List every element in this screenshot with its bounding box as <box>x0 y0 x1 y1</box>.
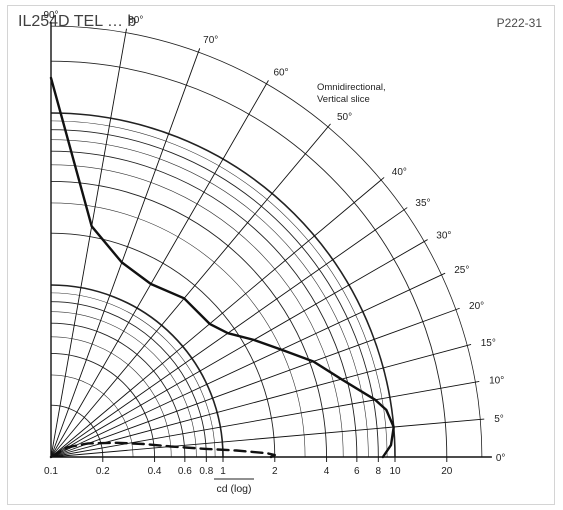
angle-label: 50° <box>337 112 352 123</box>
angle-label: 70° <box>203 35 218 46</box>
x-tick-label: 1 <box>220 466 226 477</box>
angle-label: 0° <box>496 453 506 464</box>
plot-grid <box>50 22 492 462</box>
chart-annotation: Omnidirectional, <box>317 82 386 93</box>
angle-spoke <box>50 80 269 458</box>
x-tick-label: 2 <box>272 466 278 477</box>
plot-curves <box>49 76 395 459</box>
grid-arc <box>50 150 358 458</box>
minor-arc <box>50 202 306 458</box>
x-tick-label: 0.4 <box>148 466 162 477</box>
solid-curve <box>49 76 395 459</box>
angle-label: 25° <box>454 265 469 276</box>
chart-annotation: Vertical slice <box>317 94 370 105</box>
minor-arc <box>50 164 344 458</box>
grid-arc <box>50 404 104 458</box>
grid-arc <box>50 129 379 458</box>
minor-arc <box>50 374 134 458</box>
angle-label: 15° <box>481 338 496 349</box>
dashed-curve <box>49 441 276 459</box>
angle-spoke <box>50 239 428 458</box>
angle-spoke <box>50 418 485 458</box>
minor-arc <box>50 120 388 458</box>
angle-spoke <box>50 344 472 458</box>
minor-arc <box>50 292 216 458</box>
grid-arc <box>50 322 186 458</box>
angle-label: 5° <box>494 414 504 425</box>
angle-label: 40° <box>392 167 407 178</box>
x-axis-label: cd (log) <box>216 483 251 495</box>
angle-label: 30° <box>436 231 451 242</box>
angle-spoke <box>50 177 385 458</box>
chart-code: P222-31 <box>496 16 542 30</box>
angle-label: 80° <box>128 15 143 26</box>
x-tick-label: 6 <box>354 466 360 477</box>
x-tick-label: 0.1 <box>44 466 58 477</box>
grid-arc <box>50 301 207 458</box>
plot-labels: 0.1 0.2 0.4 0.6 0.8 1 2 4 6 8 10 20 0° 5° 10° 15° 20° 25°… <box>43 10 505 495</box>
x-tick-label: 8 <box>376 466 382 477</box>
angle-spoke <box>50 48 201 458</box>
angle-spoke <box>50 272 446 458</box>
angle-spoke <box>50 28 127 458</box>
chart-title: IL254D TEL … b <box>18 13 137 30</box>
minor-arc <box>50 311 197 458</box>
angle-spoke <box>50 307 460 458</box>
angle-label: 90° <box>43 10 58 21</box>
grid-arc <box>50 284 224 458</box>
grid-arc <box>50 60 448 458</box>
angle-label: 20° <box>469 301 484 312</box>
x-tick-label: 10 <box>389 466 401 477</box>
x-tick-label: 0.2 <box>96 466 110 477</box>
angle-label: 60° <box>273 68 288 79</box>
x-tick-label: 20 <box>441 466 453 477</box>
grid-arc <box>50 352 156 458</box>
minor-arc <box>50 139 369 458</box>
x-tick-label: 4 <box>324 466 330 477</box>
grid-arc <box>50 112 396 458</box>
angle-label: 10° <box>489 376 504 387</box>
minor-arc <box>50 336 172 458</box>
angle-spoke <box>50 123 331 458</box>
x-tick-label: 0.6 <box>178 466 192 477</box>
grid-arc <box>50 180 328 458</box>
x-tick-label: 0.8 <box>199 466 213 477</box>
angle-label: 35° <box>415 198 430 209</box>
angle-spoke <box>50 381 480 458</box>
outer-arc <box>50 25 483 458</box>
chart-frame <box>7 5 555 505</box>
